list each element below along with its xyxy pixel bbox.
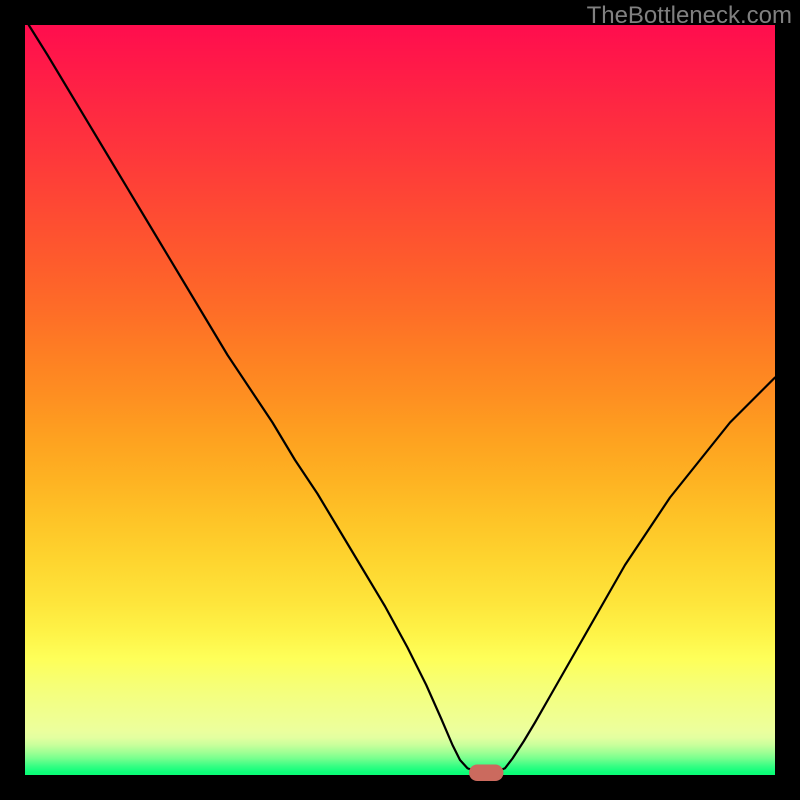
bottleneck-curve-chart (0, 0, 800, 800)
plot-background (25, 25, 775, 775)
optimal-marker (469, 765, 504, 782)
chart-container: TheBottleneck.com (0, 0, 800, 800)
